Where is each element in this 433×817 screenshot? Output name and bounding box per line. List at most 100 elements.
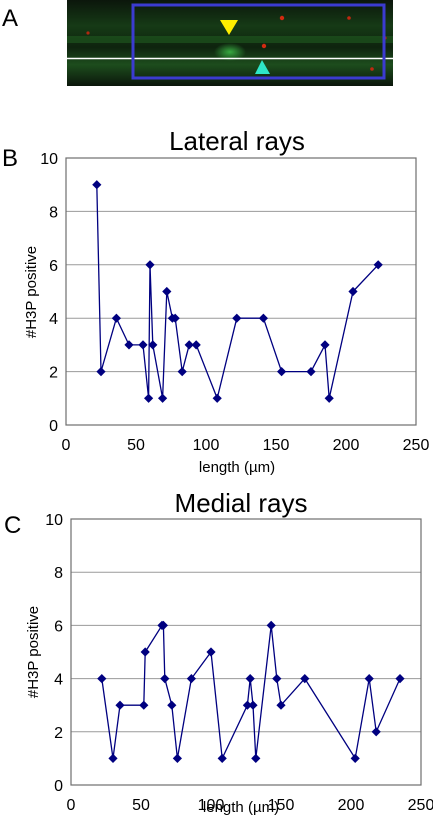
chart-b-data-point [148, 340, 158, 350]
chart-b-data-point [373, 260, 383, 270]
chart-c-data-point [158, 620, 168, 630]
chart-c-y-tick-label: 10 [45, 512, 63, 529]
chart-b-y-tick-label: 2 [49, 365, 58, 382]
red-spot [370, 67, 374, 71]
chart-c-data-point [242, 700, 252, 710]
chart-c-x-tick-label: 100 [198, 797, 225, 814]
chart-b-data-point [144, 393, 154, 403]
micrograph-streak [67, 36, 393, 43]
chart-c-data-point [395, 674, 405, 684]
panel-b-letter: B [2, 145, 18, 172]
chart-c-y-tick-label: 6 [54, 618, 63, 635]
chart-b-x-tick-label: 50 [127, 437, 145, 454]
chart-b-title: Lateral rays [169, 126, 305, 156]
chart-c-markers [97, 620, 405, 763]
chart-c-x-tick-label: 150 [268, 797, 295, 814]
chart-c-x-tick-label: 50 [132, 797, 150, 814]
red-spot [279, 15, 285, 21]
chart-b-plot-frame [65, 157, 417, 426]
chart-c-data-point [245, 674, 255, 684]
red-spot [261, 43, 267, 49]
chart-c-data-point [364, 674, 374, 684]
chart-c-data-point [272, 674, 282, 684]
chart-b-data-point [258, 313, 268, 323]
red-spot [86, 31, 90, 35]
chart-b-x-tick-label: 250 [403, 437, 430, 454]
chart-c-data-point [251, 753, 261, 763]
chart-b-y-tick-label: 6 [49, 258, 58, 275]
chart-b-y-tick-label: 0 [49, 418, 58, 435]
chart-c-data-point [172, 753, 182, 763]
chart-c-y-tick-label: 0 [54, 778, 63, 795]
chart-b-data-point [92, 180, 102, 190]
chart-c-plot-frame [70, 518, 422, 786]
chart-c-data-point [139, 700, 149, 710]
chart-b-data-point [212, 393, 222, 403]
chart-b-y-axis-label: #H3P positive [23, 246, 40, 338]
chart-b-series-line [96, 184, 379, 401]
cyan-arrowhead-icon [255, 60, 270, 74]
chart-c-data-point [186, 674, 196, 684]
chart-c-data-point [97, 674, 107, 684]
chart-b-gridlines [66, 210, 416, 373]
chart-c-x-axis-label: length (µm) [203, 799, 279, 816]
region-box [131, 3, 386, 80]
chart-c-data-point [217, 753, 227, 763]
chart-b-data-point [158, 393, 168, 403]
chart-b-x-tick-label: 150 [263, 437, 290, 454]
chart-c-y-tick-label: 2 [54, 725, 63, 742]
chart-c-x-ticks: 0 50 100 150 200 250 [67, 797, 433, 814]
chart-c-data-point [115, 700, 125, 710]
chart-b-y-ticks: 0 2 4 6 8 10 [40, 151, 58, 435]
chart-c-x-tick-label: 200 [338, 797, 365, 814]
chart-b-data-point [320, 340, 330, 350]
chart-c-data-point [248, 700, 258, 710]
panel-c-letter: C [4, 512, 21, 539]
chart-c-title: Medial rays [175, 488, 308, 518]
chart-b-data-point [111, 313, 121, 323]
chart-b-data-point [96, 367, 106, 377]
chart-b-markers [92, 180, 383, 403]
chart-b-data-point [232, 313, 242, 323]
chart-c-data-point [371, 727, 381, 737]
chart-c-x-tick-label: 0 [67, 797, 76, 814]
chart-b-x-tick-label: 100 [193, 437, 220, 454]
red-spot [347, 16, 351, 20]
chart-c-data-point [167, 700, 177, 710]
chart-c-y-ticks: 0 2 4 6 8 10 [45, 512, 63, 795]
chart-c-data-point [300, 674, 310, 684]
panel-c: C Medial rays 0 2 4 6 8 10 0 50 100 150 200 250 #H… [4, 488, 433, 816]
chart-c-data-point [160, 674, 170, 684]
chart-c-data-point [266, 620, 276, 630]
chart-b-data-point [162, 286, 172, 297]
chart-c-y-tick-label: 8 [54, 565, 63, 582]
chart-c-data-point [276, 700, 286, 710]
chart-b-y-tick-label: 4 [49, 311, 58, 328]
panel-a-letter: A [2, 5, 18, 32]
panel-a: A [2, 0, 393, 86]
chart-b-data-point [184, 340, 194, 350]
chart-b-data-point [277, 367, 287, 377]
chart-c-y-axis-label: #H3P positive [25, 606, 42, 698]
chart-c-x-tick-label: 250 [408, 797, 433, 814]
chart-b-data-point [191, 340, 201, 350]
yellow-arrowhead-icon [220, 20, 238, 35]
chart-c-y-tick-label: 4 [54, 672, 63, 689]
chart-b-data-point [170, 313, 180, 323]
panel-b: B Lateral rays 0 2 4 6 8 10 0 50 100 150 200 250 #… [2, 126, 429, 476]
chart-c-data-point [108, 753, 118, 763]
chart-b-data-point [177, 367, 187, 377]
chart-c-data-point [140, 647, 150, 657]
chart-b-y-tick-label: 8 [49, 204, 58, 221]
chart-b-data-point [324, 393, 334, 403]
chart-b-data-point [348, 286, 358, 297]
chart-c-data-point [206, 647, 216, 657]
chart-b-data-point [138, 340, 148, 350]
chart-b-x-axis-label: length (µm) [199, 459, 275, 476]
chart-b-data-point [124, 340, 134, 350]
chart-b-data-point [145, 260, 155, 270]
chart-b-data-point [306, 367, 316, 377]
chart-b-x-tick-label: 200 [333, 437, 360, 454]
chart-b-y-tick-label: 10 [40, 151, 58, 168]
